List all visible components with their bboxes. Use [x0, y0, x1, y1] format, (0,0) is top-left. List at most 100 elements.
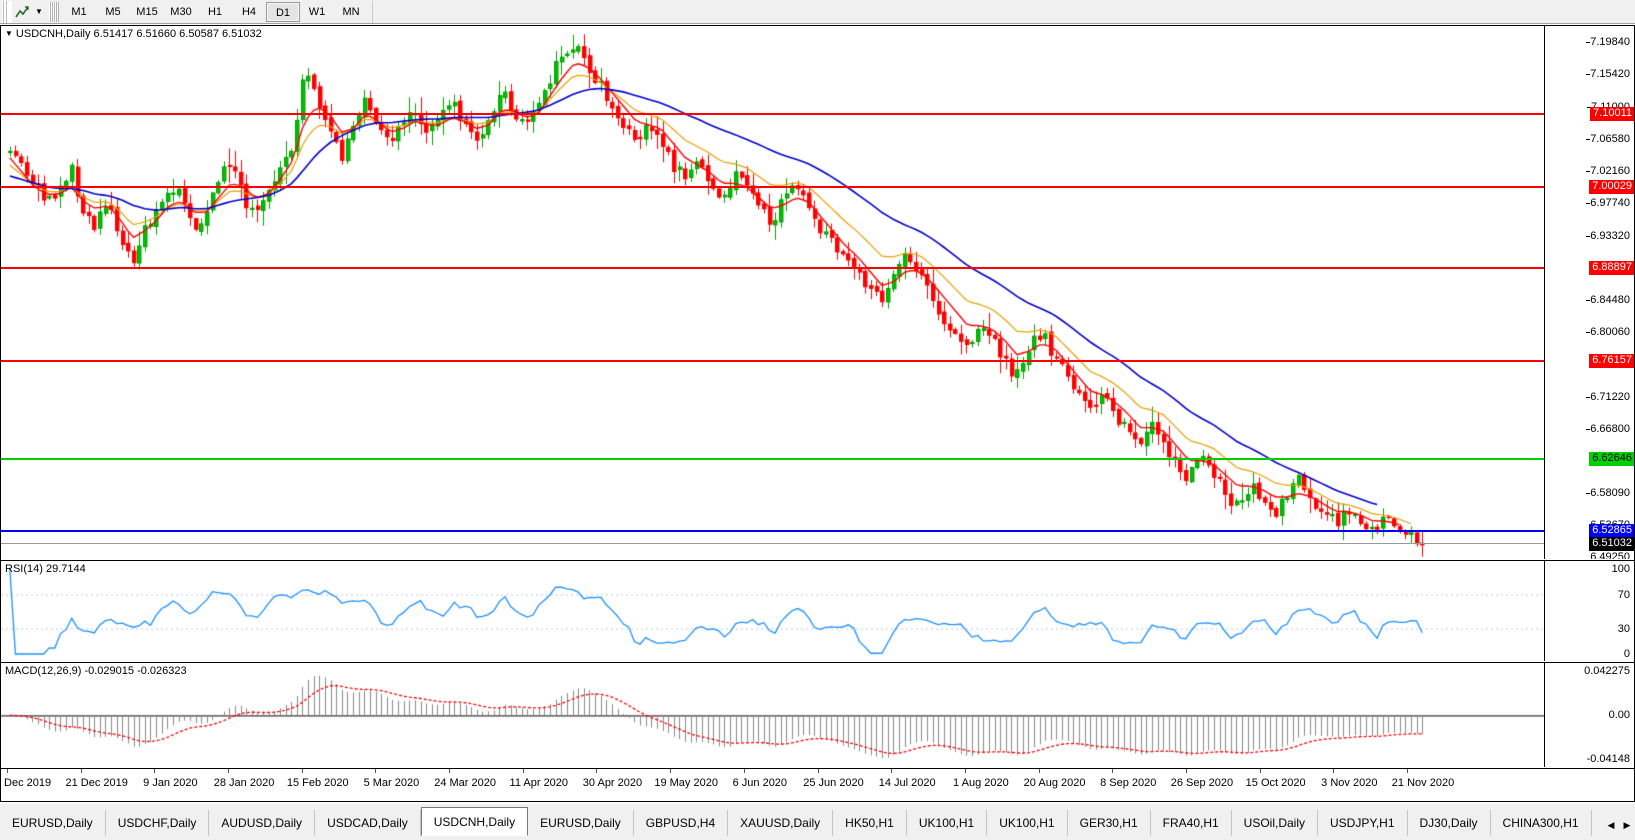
price-level-line-resistance[interactable]	[1, 359, 1544, 362]
time-axis-label: 20 Aug 2020	[1023, 777, 1086, 789]
rsi-tick: 30	[1617, 622, 1630, 635]
time-axis-tick	[891, 769, 893, 773]
time-axis-label: 28 Jan 2020	[213, 777, 275, 789]
price-tick: 6.84480	[1586, 294, 1630, 306]
time-axis-label: 19 May 2020	[654, 777, 718, 789]
time-axis-tick	[154, 769, 156, 773]
timeframe-w1[interactable]: W1	[308, 5, 326, 18]
rsi-label: RSI(14) 29.7144	[5, 563, 86, 575]
chevron-right-icon[interactable]: ▶	[1623, 819, 1631, 830]
time-axis-label: 24 Mar 2020	[434, 777, 496, 789]
symbol-tab-usdjpy-h1[interactable]: USDJPY,H1	[1318, 810, 1408, 836]
time-axis-tick	[1259, 769, 1261, 773]
time-axis-label: 8 Sep 2020	[1100, 777, 1157, 789]
time-axis-label: 3 Dec 2019	[0, 777, 52, 789]
timeframe-m30[interactable]: M30	[170, 5, 192, 18]
time-axis-tick	[80, 769, 82, 773]
time-axis-tick	[964, 769, 966, 773]
symbol-tab-xauusd-daily[interactable]: XAUUSD,Daily	[728, 810, 834, 836]
chevron-down-icon[interactable]: ▼	[35, 7, 43, 16]
macd-axis: 0.042275 0.00 -0.04148	[1544, 663, 1634, 767]
time-axis-tick	[375, 769, 377, 773]
symbol-tab-usdcad-daily[interactable]: USDCAD,Daily	[315, 810, 421, 836]
price-level-label-resistance: 7.00029	[1589, 179, 1634, 194]
symbol-tab-hk50-h1[interactable]: HK50,H1	[833, 810, 907, 836]
rsi-plot[interactable]	[1, 561, 1544, 661]
price-level-line-last[interactable]	[1, 543, 1544, 545]
symbol-tab-fra40-h1[interactable]: FRA40,H1	[1151, 810, 1232, 836]
time-axis-tick	[1407, 769, 1408, 773]
symbol-tab-ger30-h1[interactable]: GER30,H1	[1068, 810, 1151, 836]
time-axis-tick	[670, 769, 672, 773]
price-tick: 6.58090	[1586, 487, 1630, 499]
indicators-icon[interactable]	[12, 2, 32, 22]
price-level-label-resistance: 6.88897	[1589, 260, 1634, 275]
price-pane[interactable]: ▼ USDCNH,Daily 6.51417 6.51660 6.50587 6.…	[1, 26, 1634, 559]
time-axis-tick	[596, 769, 598, 773]
rsi-tick: 0	[1623, 648, 1630, 660]
symbol-tab-eurusd-daily[interactable]: EURUSD,Daily	[0, 810, 106, 836]
symbol-tab-uk100-h1[interactable]: UK100,H1	[987, 810, 1068, 836]
time-axis-tick	[743, 769, 745, 773]
macd-pane[interactable]: MACD(12,26,9) -0.029015 -0.026323 0.0422…	[1, 662, 1634, 767]
macd-tick: 0.042275	[1584, 665, 1630, 677]
price-plot[interactable]	[1, 26, 1544, 559]
symbol-tab-uk100-h1[interactable]: UK100,H1	[907, 810, 988, 836]
price-level-label-resistance: 6.76157	[1589, 353, 1634, 368]
price-level-line-resistance[interactable]	[1, 266, 1544, 269]
time-axis-tick	[522, 769, 524, 773]
price-level-line-resistance[interactable]	[1, 185, 1544, 188]
timeframe-m15[interactable]: M15	[136, 5, 158, 18]
price-level-line-support[interactable]	[1, 458, 1544, 461]
price-tick: 7.02160	[1586, 165, 1630, 177]
time-axis[interactable]: 3 Dec 2019 21 Dec 2019 9 Jan 2020 28 Jan 20…	[0, 768, 1634, 801]
price-level-line-bid[interactable]	[1, 529, 1544, 532]
symbol-tabbar: EURUSD,Daily USDCHF,Daily AUDUSD,Daily USDC…	[0, 803, 1635, 840]
time-axis-label: 15 Feb 2020	[286, 777, 349, 789]
toolbar-drag-handle[interactable]	[2, 0, 12, 23]
time-axis-tick	[1185, 769, 1187, 773]
time-axis-label: 3 Nov 2020	[1321, 777, 1378, 789]
timeframe-mn[interactable]: MN	[342, 5, 360, 18]
timeframe-h1[interactable]: H1	[207, 5, 223, 18]
symbol-tab-usdcnh-daily[interactable]: USDCNH,Daily	[420, 807, 529, 836]
rsi-pane[interactable]: RSI(14) 29.7144 100 70 30 0	[1, 560, 1634, 661]
time-axis-label: 15 Oct 2020	[1245, 777, 1306, 789]
time-axis-tick	[301, 769, 303, 773]
symbol-tab-usoil-daily[interactable]: USOil,Daily	[1232, 810, 1319, 836]
timeframe-d1[interactable]: D1	[266, 1, 300, 22]
price-level-line-resistance[interactable]	[1, 112, 1544, 115]
time-axis-tick	[1038, 769, 1040, 773]
timeframe-m5[interactable]: M5	[105, 5, 121, 18]
toolbar-separator	[49, 1, 59, 22]
time-axis-label: 1 Aug 2020	[953, 777, 1009, 789]
rsi-canvas	[1, 561, 1544, 661]
symbol-tab-eurusd-daily[interactable]: EURUSD,Daily	[528, 810, 634, 836]
chart-frame[interactable]: ▼ USDCNH,Daily 6.51417 6.51660 6.50587 6.…	[0, 25, 1635, 802]
symbol-tab-usoil-h1[interactable]: USOil,H1	[1592, 810, 1603, 836]
symbol-tab-gbpusd-h4[interactable]: GBPUSD,H4	[634, 810, 729, 836]
time-axis-label: 5 Mar 2020	[363, 777, 420, 789]
time-axis-label: 21 Dec 2019	[65, 777, 128, 789]
triangle-down-icon[interactable]: ▼	[5, 29, 13, 38]
macd-plot[interactable]	[1, 663, 1544, 767]
chevron-left-icon[interactable]: ◀	[1607, 819, 1615, 830]
symbol-tab-china300-h1[interactable]: CHINA300,H1	[1491, 810, 1592, 836]
symbol-tab-usdchf-daily[interactable]: USDCHF,Daily	[106, 810, 210, 836]
price-level-label-support: 6.62646	[1589, 452, 1634, 467]
timeframe-h4[interactable]: H4	[241, 5, 257, 18]
time-axis-tick	[817, 769, 819, 773]
price-axis[interactable]: 7.198407.154207.110007.065807.021606.977…	[1544, 26, 1634, 559]
symbol-tab-dj30-daily[interactable]: DJ30,Daily	[1408, 810, 1491, 836]
symbol-tab-audusd-daily[interactable]: AUDUSD,Daily	[209, 810, 316, 836]
time-axis-label: 11 Apr 2020	[509, 777, 569, 789]
macd-tick: -0.04148	[1586, 753, 1630, 765]
time-axis-tick	[228, 769, 230, 773]
timeframe-m1[interactable]: M1	[71, 5, 87, 18]
macd-label: MACD(12,26,9) -0.029015 -0.026323	[5, 665, 187, 677]
chart-symbol-header: ▼ USDCNH,Daily 6.51417 6.51660 6.50587 6.…	[5, 28, 262, 40]
candlestick-canvas	[1, 26, 1544, 559]
price-tick: 6.49250	[1590, 551, 1630, 559]
timeframe-toolbar: ▼ M1 M5 M15 M30 H1 H4 D1 W1 MN	[0, 0, 1635, 24]
